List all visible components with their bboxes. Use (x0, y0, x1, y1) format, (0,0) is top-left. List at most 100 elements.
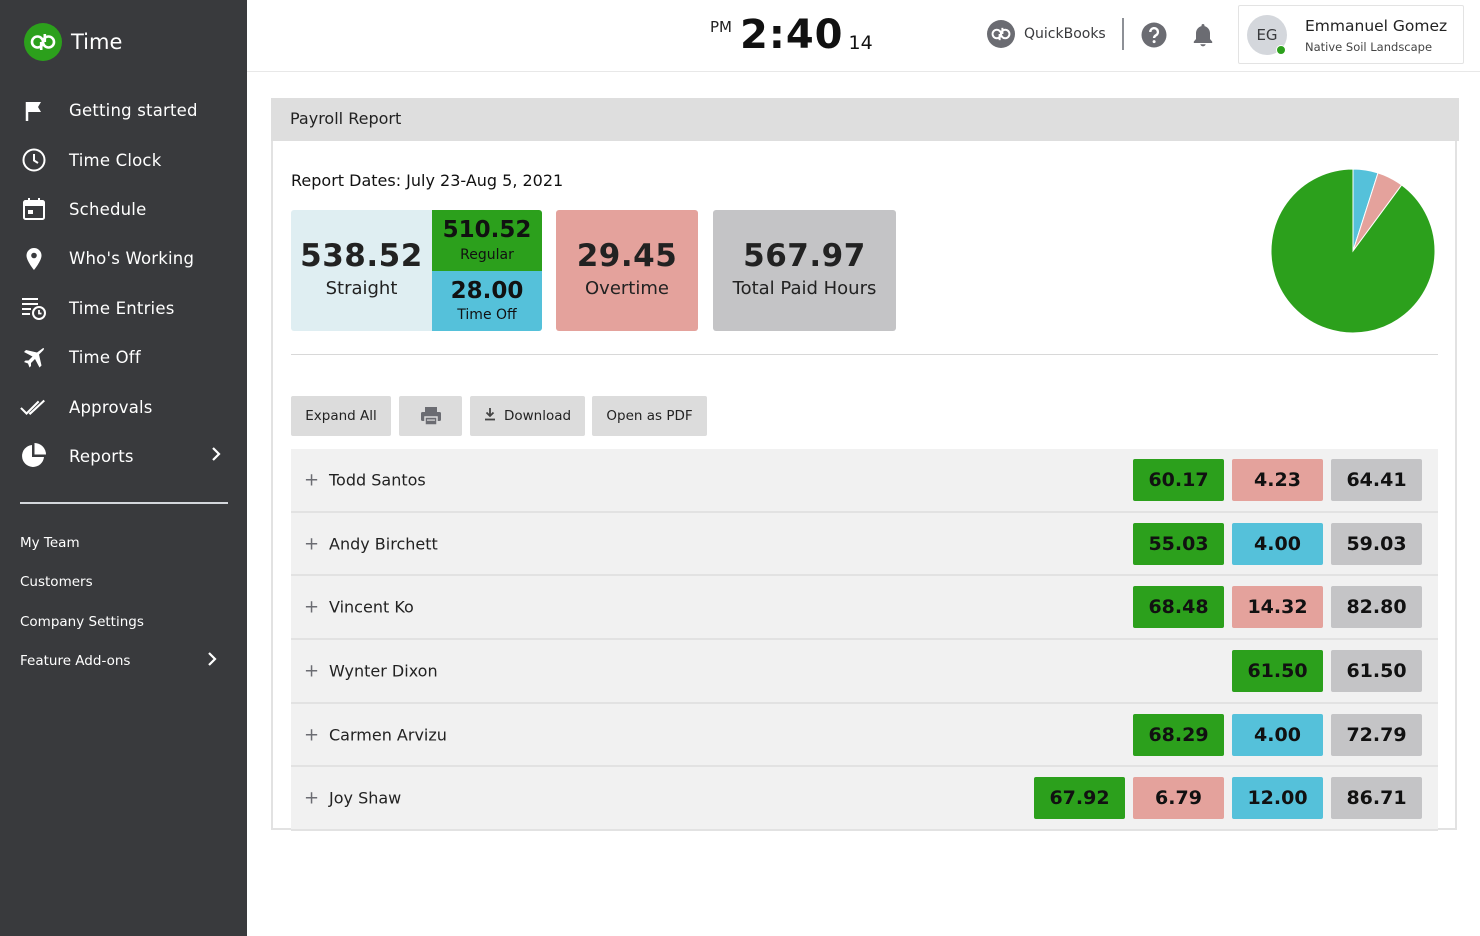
download-icon (484, 407, 496, 425)
time-entries-icon (20, 294, 48, 322)
quickbooks-logo-icon (24, 23, 62, 61)
nav-item-my-team[interactable]: My Team (0, 523, 247, 563)
location-pin-icon (20, 245, 48, 273)
nav-item-schedule[interactable]: Schedule (0, 185, 247, 234)
nav-item-whos-working[interactable]: Who's Working (0, 234, 247, 283)
expand-row-plus-icon[interactable]: + (304, 724, 320, 746)
nav-label: Approvals (69, 397, 153, 417)
nav-label: Who's Working (69, 249, 195, 269)
regular-hours-cell: 67.92 (1034, 777, 1125, 820)
employee-row[interactable]: + Todd Santos 64.41 4.23 60.17 (291, 449, 1438, 513)
nav-item-approvals[interactable]: Approvals (0, 382, 247, 431)
expand-all-button[interactable]: Expand All (291, 396, 391, 436)
chevron-right-icon (207, 651, 217, 671)
pie-slice (1270, 168, 1436, 334)
overtime-hours-card: 29.45 Overtime (556, 210, 698, 331)
nav-item-customers[interactable]: Customers (0, 563, 247, 603)
nav-label: My Team (20, 534, 80, 551)
total-hours-cell: 64.41 (1331, 459, 1422, 501)
overtime-hours-cell: 6.79 (1133, 777, 1224, 820)
overtime-hours-cell: 4.23 (1232, 459, 1323, 501)
open-as-pdf-button[interactable]: Open as PDF (592, 396, 707, 436)
time-off-label: Time Off (457, 307, 517, 323)
nav-item-time-entries[interactable]: Time Entries (0, 284, 247, 333)
sidebar-divider (20, 502, 228, 504)
clock-icon (20, 146, 48, 174)
clock-time: 2:40 (740, 12, 844, 58)
regular-hours-cell: 68.48 (1133, 586, 1224, 629)
download-button[interactable]: Download (470, 396, 585, 436)
nav-label: Getting started (69, 101, 198, 121)
time-off-hours-cell: 12.00 (1232, 777, 1323, 820)
employee-name: Joy Shaw (329, 788, 402, 808)
nav-label: Time Off (69, 348, 141, 368)
expand-row-plus-icon[interactable]: + (304, 660, 320, 682)
nav-item-time-clock[interactable]: Time Clock (0, 135, 247, 184)
nav-label: Customers (20, 574, 93, 591)
employee-row[interactable]: + Joy Shaw 86.71 12.00 6.79 67.92 (291, 767, 1438, 832)
time-off-hours-card: 28.00 Time Off (432, 271, 542, 331)
current-time: PM 2:40 14 (710, 12, 873, 58)
total-hours-cell: 72.79 (1331, 713, 1422, 756)
nav-label: Feature Add-ons (20, 653, 131, 670)
employee-row[interactable]: + Vincent Ko 82.80 14.32 68.48 (291, 576, 1438, 641)
straight-hours-card: 538.52 Straight 510.52 Regular 28.00 Tim… (291, 210, 542, 331)
nav-item-company-settings[interactable]: Company Settings (0, 602, 247, 642)
report-dates: Report Dates: July 23-Aug 5, 2021 (291, 171, 564, 190)
bell-icon (1193, 24, 1213, 47)
quickbooks-icon (987, 20, 1015, 48)
total-hours-cell: 61.50 (1331, 650, 1422, 693)
regular-hours-cell: 68.29 (1133, 713, 1224, 756)
print-button[interactable] (399, 396, 462, 436)
expand-row-plus-icon[interactable]: + (304, 469, 320, 491)
regular-label: Regular (460, 247, 514, 263)
nav-label: Reports (69, 446, 134, 466)
overtime-value: 29.45 (576, 238, 678, 274)
nav-item-reports[interactable]: Reports (0, 432, 247, 481)
quickbooks-label: QuickBooks (1024, 26, 1106, 42)
pie-chart-icon (20, 442, 48, 470)
sidebar: Time Getting started Time Clock Schedule (0, 0, 247, 936)
flag-icon (20, 97, 48, 125)
notifications-button[interactable] (1191, 22, 1215, 48)
expand-row-plus-icon[interactable]: + (304, 787, 320, 809)
calendar-icon (20, 195, 48, 223)
employee-row[interactable]: + Carmen Arvizu 72.79 4.00 68.29 (291, 703, 1438, 768)
nav-label: Time Entries (69, 298, 175, 318)
regular-hours-card: 510.52 Regular (432, 210, 542, 271)
main-nav: Getting started Time Clock Schedule Who'… (0, 86, 247, 481)
regular-hours-cell: 61.50 (1232, 650, 1323, 693)
nav-label: Time Clock (69, 150, 162, 170)
nav-item-time-off[interactable]: Time Off (0, 333, 247, 382)
total-hours-cell: 86.71 (1331, 777, 1422, 820)
employee-name: Vincent Ko (329, 597, 414, 617)
regular-value: 510.52 (442, 217, 532, 243)
panel-title: Payroll Report (290, 109, 402, 128)
brand[interactable]: Time (24, 23, 122, 61)
open-as-pdf-label: Open as PDF (606, 408, 693, 424)
time-off-value: 28.00 (450, 278, 524, 304)
user-name: Emmanuel Gomez (1305, 17, 1448, 35)
download-label: Download (503, 408, 572, 424)
nav-item-feature-add-ons[interactable]: Feature Add-ons (0, 642, 247, 682)
online-status-dot (1276, 45, 1286, 55)
user-profile-menu[interactable]: EG Emmanuel Gomez Native Soil Landscape (1238, 5, 1464, 64)
help-button[interactable] (1141, 22, 1167, 48)
regular-hours-cell: 60.17 (1133, 459, 1224, 501)
total-hours-cell: 59.03 (1331, 522, 1422, 565)
total-label: Total Paid Hours (732, 278, 877, 299)
total-value: 567.97 (743, 238, 866, 274)
quickbooks-link[interactable]: QuickBooks (987, 20, 1106, 48)
employee-name: Todd Santos (329, 470, 426, 490)
company-name: Native Soil Landscape (1305, 40, 1433, 54)
header-separator (1122, 18, 1124, 50)
employee-row[interactable]: + Andy Birchett 59.03 4.00 55.03 (291, 512, 1438, 577)
time-off-hours-cell: 4.00 (1232, 713, 1323, 756)
total-paid-hours-card: 567.97 Total Paid Hours (713, 210, 896, 331)
expand-row-plus-icon[interactable]: + (304, 533, 320, 555)
employee-row[interactable]: + Wynter Dixon 61.50 61.50 (291, 640, 1438, 704)
total-hours-cell: 82.80 (1331, 586, 1422, 629)
nav-item-getting-started[interactable]: Getting started (0, 86, 247, 135)
expand-row-plus-icon[interactable]: + (304, 596, 320, 618)
